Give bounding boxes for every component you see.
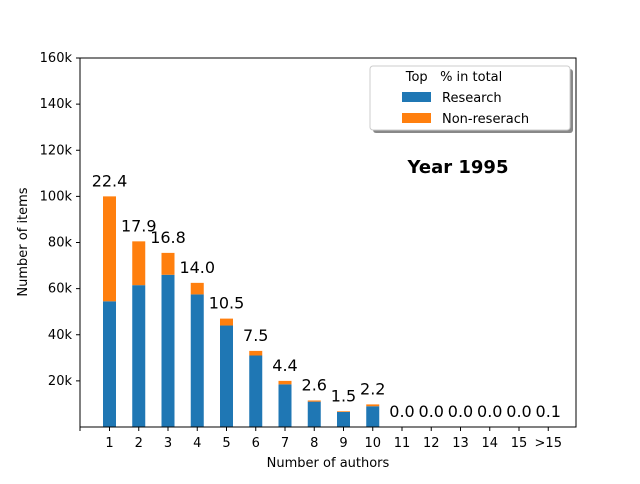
x-tick-label-1: 2 [135,436,143,451]
bar-value-label-6: 4.4 [272,356,297,375]
x-tick-label-15: >15 [535,436,562,451]
legend: Top % in total Research Non-reserach [369,65,573,133]
bar-labels-layer: 22.417.916.814.010.57.54.42.61.5 2.20.0 0.… [92,171,561,421]
bar-value-label-3: 14.0 [179,258,215,277]
bar-value-label-2: 16.8 [150,228,186,247]
bar-value-label-5: 7.5 [243,326,268,345]
bar-research-5 [249,355,263,427]
bar-non-research-6 [278,380,292,385]
legend-title: Top % in total [405,70,503,85]
bar-value-label-8: 1.5 [331,386,356,405]
y-tick-label-1: 40k [48,328,73,343]
x-tick-label-0: 1 [105,436,113,451]
bar-research-1 [132,285,146,427]
x-tick-label-13: 14 [481,436,498,451]
x-tick-label-11: 12 [423,436,440,451]
bar-value-label-7: 2.6 [302,375,327,394]
bar-research-8 [337,412,350,427]
bar-research-6 [278,384,292,427]
bar-value-label-14: 0.0 [506,402,531,421]
bar-value-label-0: 22.4 [92,171,128,190]
x-tick-label-12: 13 [452,436,469,451]
y-tick-label-5: 120k [40,143,73,158]
x-tick-label-8: 9 [339,436,347,451]
bar-value-label-10: 0.0 [389,402,414,421]
bar-value-label-1: 17.9 [121,216,157,235]
year-annotation: Year 1995 [407,157,509,178]
bar-value-label-13: 0.0 [477,402,502,421]
x-tick-label-4: 5 [222,436,230,451]
legend-swatch-research [402,92,431,102]
x-axis: 1 2 3 4 5 6 7 8 9 10 11 12 13 14 15 >15 [79,427,562,451]
bar-non-research-9 [366,404,380,407]
x-tick-label-2: 3 [164,436,172,451]
x-tick-label-7: 8 [310,436,318,451]
bar-non-research-0 [103,196,116,302]
bar-non-research-8 [337,411,350,413]
x-tick-label-5: 6 [252,436,260,451]
bar-value-label-11: 0.0 [419,402,444,421]
bar-value-label-12: 0.0 [448,402,473,421]
y-axis-label: Number of items [16,187,31,296]
bar-research-2 [161,274,175,427]
y-tick-label-0: 20k [48,374,73,389]
bar-non-research-5 [249,350,263,356]
bar-research-9 [366,406,380,427]
y-axis: 20k 40k 60k 80k 100k 120k 140k 160k [40,51,80,389]
legend-label-research: Research [442,91,502,106]
y-tick-label-4: 100k [40,189,73,204]
bar-value-label-4: 10.5 [209,294,245,313]
legend-swatch-non-research [402,113,431,123]
x-tick-label-6: 7 [281,436,289,451]
y-tick-label-3: 80k [48,236,73,251]
bars-layer [103,196,380,427]
bar-research-0 [103,301,116,427]
x-tick-label-9: 10 [364,436,381,451]
y-tick-label-6: 140k [40,97,73,112]
bar-non-research-4 [220,318,233,326]
y-tick-label-7: 160k [40,51,73,66]
bar-research-4 [220,325,233,427]
x-axis-label: Number of authors [267,456,390,471]
bar-non-research-3 [190,282,204,295]
bar-non-research-2 [161,252,175,275]
x-tick-label-14: 15 [511,436,528,451]
legend-label-non-research: Non-reserach [442,112,529,127]
bar-research-3 [190,294,204,427]
bar-value-label-9: 2.2 [360,379,385,398]
bar-research-7 [307,401,321,427]
x-tick-label-3: 4 [193,436,201,451]
bar-non-research-1 [132,241,146,286]
y-tick-label-2: 60k [48,282,73,297]
x-tick-label-10: 11 [394,436,411,451]
bar-value-label-15: 0.1 [536,402,561,421]
bar-non-research-7 [307,400,321,402]
